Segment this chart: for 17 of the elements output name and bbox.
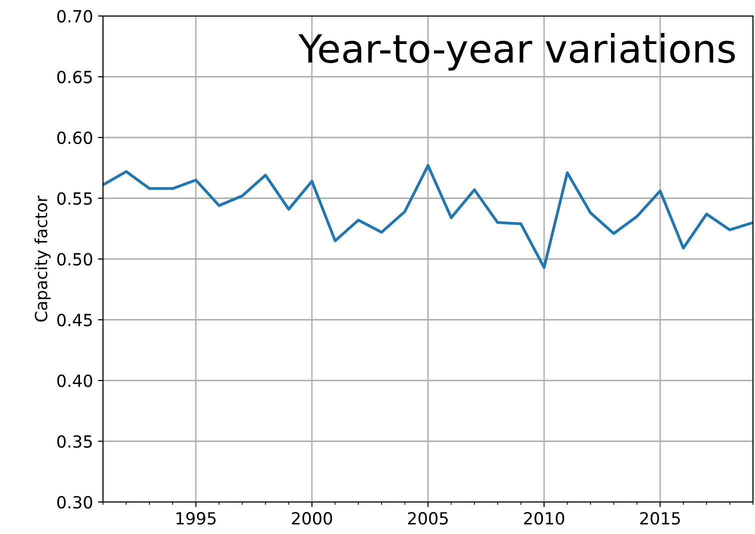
x-tick-label: 2000	[292, 512, 332, 525]
y-tick-label: 0.50	[57, 252, 92, 266]
y-tick-label: 0.45	[57, 314, 92, 326]
y-tick-label: 0.40	[57, 374, 92, 388]
y-tick-label: 0.60	[57, 131, 92, 144]
y-axis-title: Capacity factor	[34, 196, 51, 322]
y-tick-label: 0.30	[57, 496, 92, 509]
x-tick-label: 1995	[176, 512, 216, 525]
y-tick-label: 0.55	[57, 192, 92, 205]
x-tick-label: 2005	[408, 512, 448, 525]
y-tick-label: 0.35	[57, 435, 92, 448]
annotation: Year-to-year variations	[298, 33, 735, 71]
y-tick-label: 0.65	[57, 70, 92, 84]
x-tick-label: 2015	[640, 512, 680, 525]
line-series	[103, 164, 753, 269]
x-tick-label: 2010	[524, 512, 564, 525]
y-tick-label: 0.70	[57, 10, 92, 23]
